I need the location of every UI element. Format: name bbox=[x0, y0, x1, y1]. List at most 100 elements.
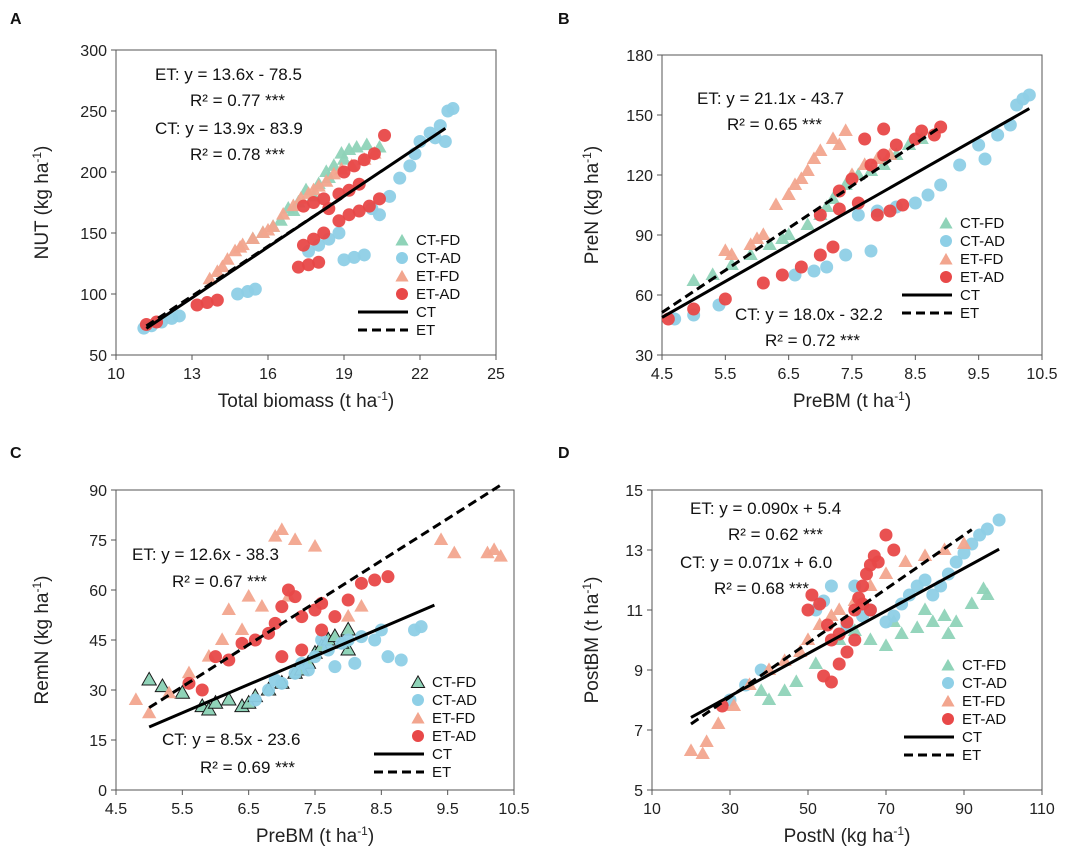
panel-d-equation-4: R² = 0.68 *** bbox=[714, 579, 809, 598]
panel-a-point-ct-fd bbox=[359, 137, 374, 151]
panel-d-letter: D bbox=[558, 445, 570, 462]
panel-a-legend-marker-ct-ad bbox=[396, 252, 408, 264]
panel-b-point-et-fd bbox=[825, 131, 841, 144]
panel-b-point-et-ad bbox=[832, 184, 846, 198]
panel-c-point-et-ad bbox=[354, 576, 368, 590]
panel-a-point-et-fd bbox=[220, 252, 235, 265]
panel-d-x-ticks: 10 30 50 70 90 110 bbox=[643, 790, 1055, 818]
panel-b-point-et-ad bbox=[845, 172, 859, 186]
panel-a-point-ct-fd bbox=[349, 139, 364, 153]
panel-a-point-et-fd bbox=[245, 231, 260, 245]
panel-d-point-ct-ad bbox=[957, 546, 971, 560]
panel-a-equation-1: ET: y = 13.6x - 78.5 bbox=[155, 65, 302, 84]
panel-b-equation-2: R² = 0.65 *** bbox=[727, 115, 822, 134]
panel-c-point-et-ad bbox=[328, 610, 342, 624]
panel-b-x-tick-label: 5.5 bbox=[714, 366, 736, 383]
panel-b-point-ct-fd bbox=[819, 199, 834, 212]
panel-b-point-ct-ad bbox=[978, 152, 992, 166]
panel-b-point-ct-ad bbox=[908, 196, 922, 210]
panel-c-legend-label-et-ad: ET-AD bbox=[432, 728, 476, 745]
panel-d-x-tick-label: 50 bbox=[799, 801, 817, 818]
panel-b: B 4.5 5.5 6.5 7.5 8.5 9.5 10.5 30 60 90 120 150 180… bbox=[558, 11, 1058, 412]
panel-d-x-tick-label: 90 bbox=[955, 801, 973, 818]
panel-a-point-et-fd bbox=[276, 207, 291, 220]
panel-b-point-ct-ad bbox=[851, 208, 865, 222]
panel-c-y-axis-title: RemN (kg ha-1) bbox=[30, 576, 53, 705]
panel-c-legend-label-ct-fd: CT-FD bbox=[432, 674, 476, 691]
panel-a-point-et-fd bbox=[326, 166, 342, 180]
panel-b-point-ct-ad bbox=[820, 260, 834, 274]
panel-c-legend-marker-ct-fd bbox=[410, 674, 426, 689]
panel-c-point-ct-fd bbox=[154, 677, 171, 693]
panel-c-x-tick-label: 7.5 bbox=[304, 801, 326, 818]
panel-a-point-et-ad bbox=[362, 199, 376, 213]
panel-a-legend-marker-ct-fd bbox=[395, 233, 409, 246]
panel-c-legend-label-et: ET bbox=[432, 764, 451, 781]
panel-c-point-et-ad bbox=[288, 590, 302, 604]
panel-d-y-axis-title: PostBM (t ha-1) bbox=[580, 577, 603, 704]
panel-c-point-ct-fd bbox=[340, 621, 357, 636]
panel-c-point-et-fd bbox=[181, 665, 197, 679]
panel-d-equation-1: ET: y = 0.090x + 5.4 bbox=[690, 499, 841, 518]
panel-c-point-et-fd bbox=[128, 692, 144, 705]
panel-b-point-et-fd bbox=[813, 143, 828, 156]
panel-b-legend-marker-ct-fd bbox=[939, 216, 953, 229]
panel-b-point-et-fd bbox=[806, 151, 822, 164]
panel-a-point-et-ad bbox=[342, 208, 356, 222]
panel-b-point-ct-ad bbox=[864, 244, 878, 258]
panel-c-point-et-ad bbox=[195, 683, 209, 697]
panel-a-x-tick-label: 16 bbox=[259, 366, 277, 383]
panel-c-point-et-ad bbox=[295, 610, 309, 624]
panel-a-point-ct-ad bbox=[357, 248, 371, 262]
panel-c-point-ct-ad bbox=[248, 693, 262, 707]
panel-a-y-tick-label: 50 bbox=[89, 348, 107, 365]
panel-c-point-et-fd bbox=[480, 545, 495, 559]
panel-b-point-ct-ad bbox=[839, 248, 853, 262]
panel-a-legend-label-et: ET bbox=[416, 322, 435, 339]
panel-d-point-et-ad bbox=[863, 603, 877, 617]
panel-a-point-et-ad bbox=[302, 258, 316, 272]
panel-b-point-et-ad bbox=[775, 268, 789, 282]
panel-b-point-ct-ad bbox=[807, 264, 821, 278]
panel-d-point-et-fd bbox=[793, 644, 808, 657]
panel-c-legend-marker-et-ad bbox=[412, 730, 424, 742]
panel-b-point-et-ad bbox=[864, 158, 878, 172]
panel-c-point-et-fd bbox=[254, 599, 270, 612]
panel-d-y-tick-label: 9 bbox=[634, 663, 643, 680]
panel-c-point-ct-ad bbox=[315, 633, 329, 647]
panel-b-y-tick-label: 180 bbox=[626, 48, 653, 65]
panel-b-point-et-ad bbox=[794, 260, 808, 274]
panel-d-legend-label-et: ET bbox=[962, 747, 981, 764]
panel-d-point-ct-fd bbox=[910, 620, 925, 633]
panel-b-fit-line-et bbox=[661, 125, 942, 314]
panel-d-plot-area bbox=[651, 489, 1043, 791]
panel-b-x-tick-label: 6.5 bbox=[778, 366, 800, 383]
panel-d-point-ct-fd bbox=[863, 632, 878, 645]
panel-c-point-et-fd bbox=[447, 545, 462, 559]
panel-c-x-ticks: 4.5 5.5 6.5 7.5 8.5 9.5 10.5 bbox=[105, 790, 530, 818]
panel-a-legend-label-ct-ad: CT-AD bbox=[416, 250, 461, 267]
panel-b-point-et-fd bbox=[724, 247, 739, 260]
panel-c-point-et-fd bbox=[354, 599, 369, 612]
panel-a-point-et-fd bbox=[215, 259, 230, 273]
panel-b-point-et-ad bbox=[756, 276, 770, 290]
panel-a-point-et-fd bbox=[232, 239, 248, 253]
panel-d-legend-marker-ct-ad bbox=[942, 677, 954, 689]
panel-d-legend-label-ct-ad: CT-AD bbox=[962, 675, 1007, 692]
panel-a-point-et-ad bbox=[307, 232, 321, 246]
panel-c-point-et-ad bbox=[268, 616, 282, 630]
panel-c-point-et-fd bbox=[433, 532, 449, 545]
panel-a-point-et-ad bbox=[357, 153, 371, 167]
panel-c-y-tick-label: 60 bbox=[89, 583, 107, 600]
panel-d-point-et-fd bbox=[898, 554, 913, 567]
panel-a-point-et-ad bbox=[210, 293, 224, 307]
panel-d-point-et-fd bbox=[726, 698, 742, 711]
panel-d-point-et-fd bbox=[711, 716, 726, 729]
panel-b-point-et-ad bbox=[858, 132, 872, 146]
panel-d-point-ct-fd bbox=[789, 674, 804, 687]
